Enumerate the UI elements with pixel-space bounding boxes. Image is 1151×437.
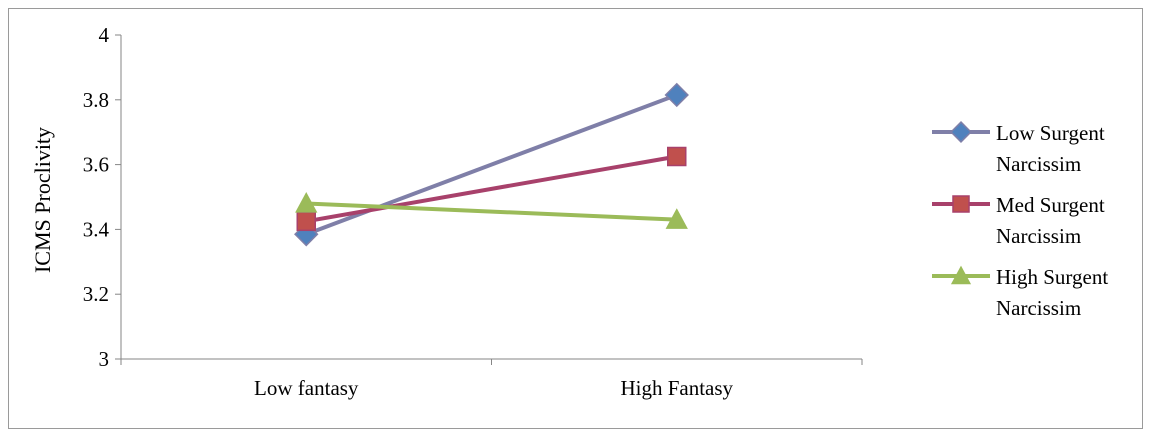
legend-marker-square (952, 195, 970, 213)
data-point-triangle (665, 208, 688, 229)
x-tick-label: Low fantasy (254, 376, 359, 400)
legend: Low Surgent Narcissim Med Surgent Narciss… (930, 118, 1145, 334)
y-tick-label: 3 (99, 347, 110, 371)
series-2 (296, 146, 687, 232)
legend-swatch (932, 265, 990, 285)
series-line (306, 201, 677, 222)
legend-swatch (932, 195, 990, 213)
data-point-triangle (295, 192, 318, 213)
data-point-square (296, 211, 316, 232)
legend-marker-triangle (950, 265, 972, 285)
y-tick-label: 4 (99, 23, 110, 47)
axes: 3 3.2 3.4 3.6 3.8 4 Low fantasy High Fantasy (83, 23, 863, 400)
y-tick-label: 3.4 (83, 217, 110, 241)
legend-marker-diamond (950, 121, 972, 143)
y-tick-label: 3.8 (83, 88, 109, 112)
legend-label: High Surgent Narcissim (996, 265, 1109, 320)
y-tick-label: 3.6 (83, 153, 109, 177)
legend-label: Low Surgent Narcissim (996, 121, 1105, 176)
data-point-square (667, 146, 687, 167)
series-line (305, 154, 678, 224)
x-tick-label: High Fantasy (620, 376, 733, 400)
y-axis-label: ICMS Proclivity (30, 127, 55, 273)
y-tick-label: 3.2 (83, 282, 109, 306)
series-3 (295, 192, 688, 229)
legend-item: High Surgent Narcissim (930, 262, 1145, 334)
legend-item: Low Surgent Narcissim (930, 118, 1145, 190)
legend-swatch (932, 121, 990, 143)
legend-label: Med Surgent Narcissim (996, 193, 1105, 248)
series-layer (294, 82, 689, 247)
data-point-diamond (664, 82, 689, 108)
legend-item: Med Surgent Narcissim (930, 190, 1145, 262)
